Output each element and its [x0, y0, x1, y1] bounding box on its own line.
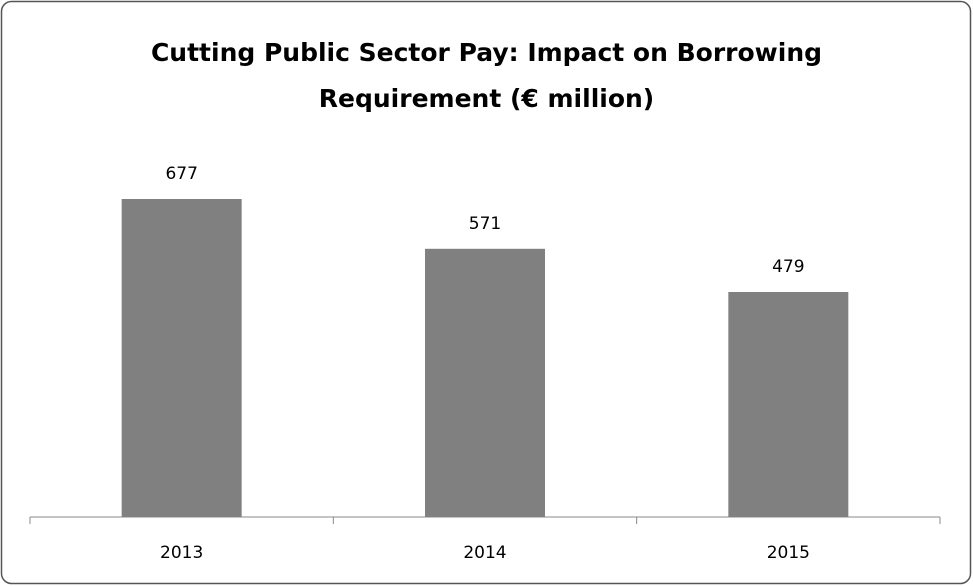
chart-title: Cutting Public Sector Pay: Impact on Bor…	[150, 38, 823, 113]
data-label: 479	[772, 257, 804, 277]
bar	[121, 199, 242, 517]
x-tick-label: 2013	[160, 543, 203, 563]
x-tick-label: 2014	[463, 543, 506, 563]
bar	[425, 248, 545, 517]
x-tick-label: 2015	[767, 543, 810, 563]
data-label: 677	[165, 164, 197, 184]
bar	[728, 292, 849, 517]
data-label: 571	[469, 214, 501, 234]
